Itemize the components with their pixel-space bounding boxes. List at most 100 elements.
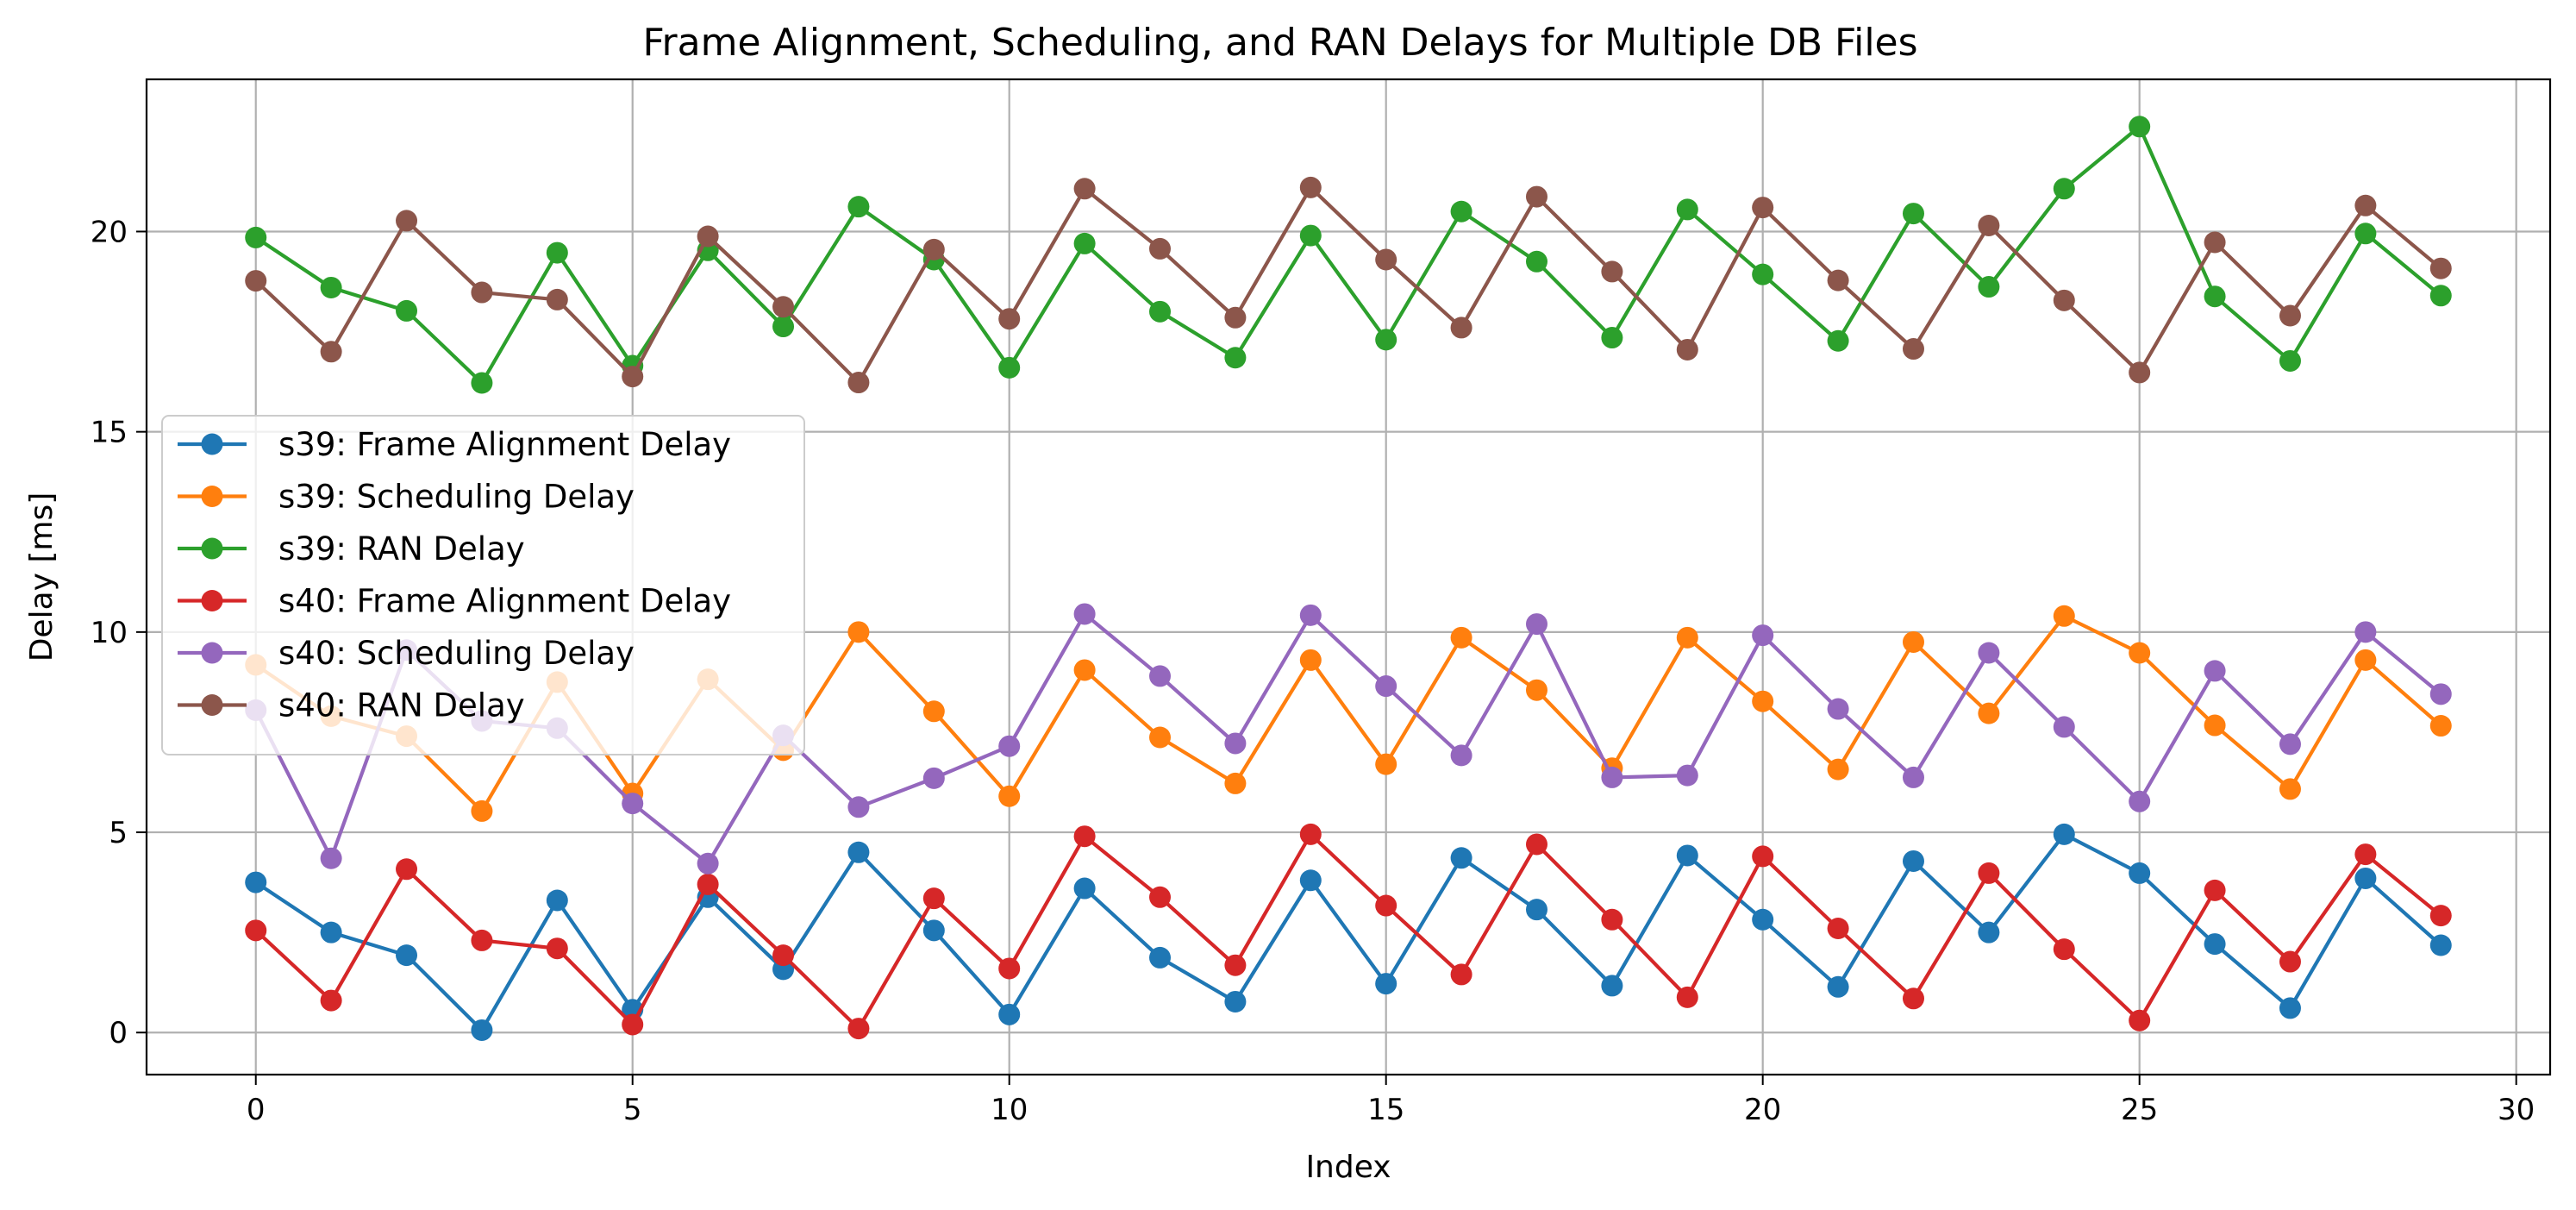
data-point <box>2279 733 2301 755</box>
x-tick-label: 25 <box>2121 1093 2158 1127</box>
data-point <box>396 210 418 232</box>
y-tick-label: 5 <box>109 816 128 850</box>
data-point <box>2354 867 2377 889</box>
x-tick-label: 20 <box>1744 1093 1781 1127</box>
data-point <box>1149 946 1172 969</box>
x-tick-label: 10 <box>991 1093 1028 1127</box>
data-point <box>1299 176 1322 198</box>
legend-label: s39: Scheduling Delay <box>278 479 635 516</box>
data-point <box>2053 823 2075 845</box>
data-point <box>2204 660 2226 682</box>
data-point <box>1902 850 1924 872</box>
data-point <box>1525 250 1547 273</box>
legend-swatch-marker <box>201 590 223 611</box>
data-point <box>1827 975 1849 998</box>
data-point <box>1752 624 1774 647</box>
data-point <box>1978 921 2000 944</box>
data-point <box>245 919 267 942</box>
data-point <box>471 372 493 394</box>
data-point <box>1149 237 1172 260</box>
data-point <box>1450 626 1472 649</box>
legend-swatch-marker <box>201 642 223 664</box>
data-point <box>396 299 418 322</box>
y-tick-label: 15 <box>91 416 128 450</box>
data-point <box>998 1003 1021 1025</box>
legend-label: s40: Scheduling Delay <box>278 635 635 672</box>
data-point <box>1073 603 1096 625</box>
data-point <box>1676 626 1698 649</box>
series-line <box>254 614 2442 813</box>
data-point <box>471 1019 493 1041</box>
data-point <box>546 937 568 960</box>
data-point <box>2204 879 2226 901</box>
data-point <box>245 871 267 893</box>
data-point <box>1827 758 1849 781</box>
data-point <box>2429 257 2452 279</box>
data-point <box>2279 304 2301 327</box>
data-point <box>1902 338 1924 360</box>
data-point <box>1149 300 1172 323</box>
legend-label: s39: RAN Delay <box>278 530 525 567</box>
data-point <box>471 799 493 822</box>
y-tick-label: 10 <box>91 616 128 650</box>
data-point <box>772 316 795 338</box>
data-point <box>2053 289 2075 311</box>
data-point <box>1149 665 1172 687</box>
data-point <box>772 944 795 967</box>
data-point <box>1525 833 1547 856</box>
data-point <box>1601 766 1623 788</box>
data-point <box>1375 329 1397 351</box>
data-point <box>320 276 342 298</box>
data-point <box>1525 185 1547 208</box>
data-point <box>2129 862 2151 884</box>
series-3 <box>245 116 2452 394</box>
data-point <box>998 957 1021 980</box>
data-point <box>1827 917 1849 939</box>
data-point <box>1601 327 1623 349</box>
data-point <box>2354 194 2377 216</box>
data-point <box>1299 649 1322 671</box>
data-point <box>1073 825 1096 848</box>
data-point <box>998 785 1021 807</box>
data-point <box>1073 877 1096 900</box>
data-point <box>2354 621 2377 643</box>
data-point <box>546 889 568 912</box>
data-point <box>1902 630 1924 653</box>
data-point <box>1450 963 1472 986</box>
data-point <box>1525 679 1547 701</box>
data-point <box>2204 285 2226 308</box>
data-point <box>1224 772 1247 794</box>
data-point <box>1601 975 1623 997</box>
data-point <box>847 621 870 643</box>
data-point <box>546 241 568 264</box>
data-point <box>1375 894 1397 917</box>
data-point <box>2129 642 2151 664</box>
data-point <box>1978 862 2000 884</box>
data-point <box>1073 232 1096 254</box>
y-tick-label: 0 <box>109 1016 128 1050</box>
series-1 <box>245 823 2452 1041</box>
legend-label: s39: Frame Alignment Delay <box>278 426 731 463</box>
data-point <box>998 308 1021 330</box>
data-point <box>1450 744 1472 767</box>
data-point <box>2354 223 2377 245</box>
data-point <box>2354 649 2377 671</box>
data-point <box>2204 231 2226 254</box>
series-layer <box>245 116 2452 1041</box>
series-4 <box>245 823 2452 1040</box>
data-point <box>471 929 493 951</box>
data-point <box>847 196 870 218</box>
data-point <box>2429 715 2452 737</box>
data-point <box>1375 753 1397 775</box>
data-point <box>2204 714 2226 737</box>
data-point <box>1978 702 2000 724</box>
series-6 <box>245 176 2452 394</box>
data-point <box>998 356 1021 379</box>
data-point <box>320 847 342 869</box>
data-point <box>1299 604 1322 626</box>
data-point <box>1827 329 1849 352</box>
data-point <box>2129 790 2151 812</box>
legend-item: s40: Scheduling Delay <box>178 635 635 672</box>
data-point <box>2129 116 2151 138</box>
